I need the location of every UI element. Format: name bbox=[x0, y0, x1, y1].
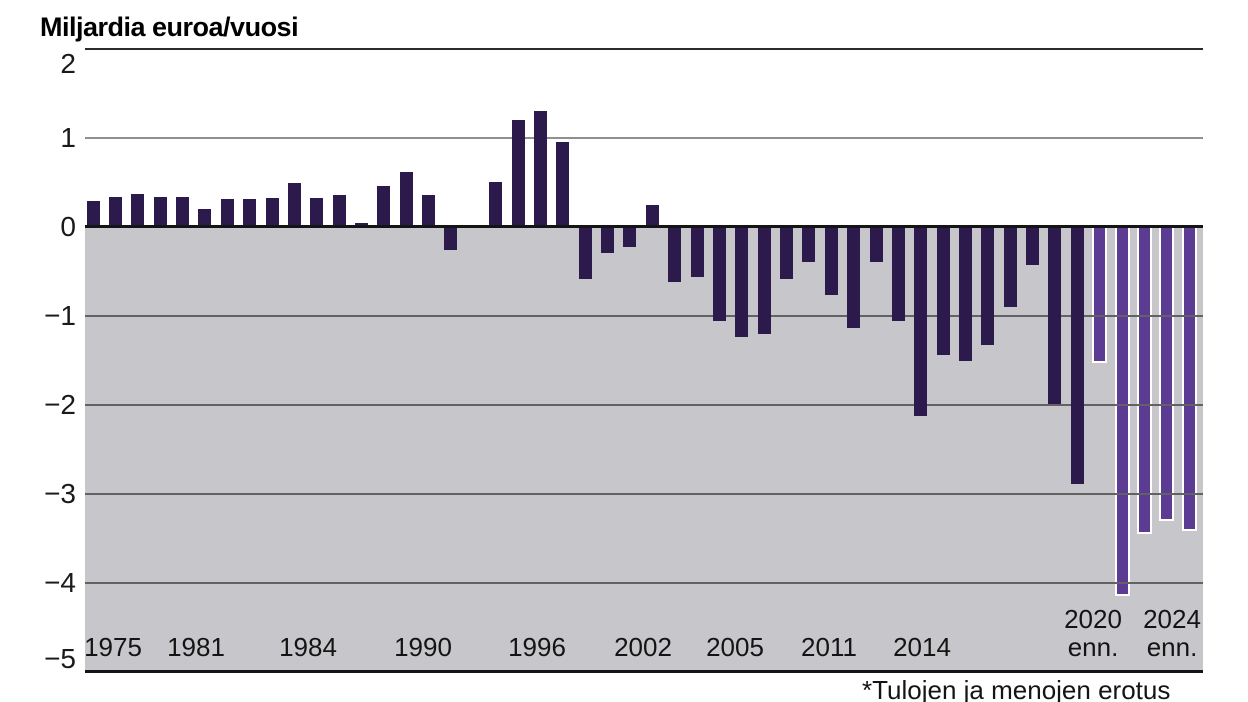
y-tick--3: −3 bbox=[44, 478, 76, 509]
gridline--2 bbox=[85, 404, 1203, 406]
bottom-axis-line bbox=[85, 670, 1203, 673]
bar-1984 bbox=[287, 182, 301, 227]
plot-area bbox=[85, 48, 1203, 673]
bar-2013 bbox=[936, 227, 950, 356]
below-zero-background bbox=[85, 227, 1203, 672]
bar-2020-forecast bbox=[1092, 227, 1108, 364]
y-tick-1: 1 bbox=[60, 122, 76, 153]
bar-1980 bbox=[198, 209, 212, 227]
chart-title: Miljardia euroa/vuosi bbox=[40, 12, 299, 42]
y-tick--2: −2 bbox=[44, 389, 76, 420]
bar-1987 bbox=[354, 222, 368, 228]
bar-1975 bbox=[86, 201, 100, 227]
bar-1976 bbox=[108, 196, 122, 228]
bar-2011 bbox=[891, 227, 905, 322]
bar-2024-forecast bbox=[1181, 227, 1197, 532]
gridline--4 bbox=[85, 582, 1203, 584]
x-label-1990: 1990 bbox=[394, 632, 452, 662]
gridline--3 bbox=[85, 493, 1203, 495]
bar-1983 bbox=[265, 197, 279, 228]
bar-1982 bbox=[243, 199, 257, 227]
bar-1979 bbox=[176, 196, 189, 228]
bar-1978 bbox=[153, 196, 167, 228]
bar-1977 bbox=[131, 194, 145, 227]
bar-2009 bbox=[847, 227, 861, 328]
bar-2000 bbox=[645, 204, 659, 228]
bar-1990 bbox=[422, 194, 436, 227]
bar-2002 bbox=[690, 227, 704, 277]
bar-1995 bbox=[533, 111, 547, 227]
bar-1988 bbox=[377, 186, 391, 227]
zero-axis-line bbox=[85, 225, 1203, 228]
x-label-1975: 1975 bbox=[84, 632, 142, 662]
bar-1998 bbox=[601, 227, 614, 253]
bar-2019 bbox=[1070, 227, 1084, 485]
bar-1981 bbox=[220, 199, 234, 227]
bar-1989 bbox=[399, 171, 413, 227]
bar-1985 bbox=[310, 197, 324, 228]
y-tick-0: 0 bbox=[60, 211, 76, 242]
x-label-2011: 2011 bbox=[801, 632, 857, 662]
y-tick--5: −5 bbox=[44, 643, 76, 674]
x-label-2024: 2024 enn. bbox=[1143, 604, 1201, 662]
top-axis-line bbox=[85, 48, 1203, 50]
bar-2003 bbox=[712, 227, 726, 321]
x-label-2005: 2005 bbox=[706, 632, 764, 662]
bar-2023-forecast bbox=[1159, 227, 1175, 521]
bar-1996 bbox=[556, 141, 570, 227]
gridline--1 bbox=[85, 315, 1203, 317]
y-tick-2: 2 bbox=[60, 48, 76, 79]
bar-2021-forecast bbox=[1114, 227, 1130, 597]
bar-2018 bbox=[1048, 227, 1062, 405]
bar-2012 bbox=[914, 227, 928, 416]
y-tick--4: −4 bbox=[44, 567, 76, 598]
x-label-2020: 2020 enn. bbox=[1064, 604, 1122, 662]
bar-2010 bbox=[869, 227, 883, 262]
bar-2016 bbox=[1003, 227, 1017, 308]
bar-2001 bbox=[668, 227, 682, 283]
bar-1991 bbox=[444, 227, 458, 251]
bar-1994 bbox=[511, 120, 525, 227]
bar-2007 bbox=[802, 227, 816, 262]
bar-1997 bbox=[578, 227, 592, 279]
x-label-1996: 1996 bbox=[508, 632, 566, 662]
bar-1993 bbox=[489, 181, 503, 227]
x-label-1984: 1984 bbox=[279, 632, 337, 662]
bar-1986 bbox=[332, 194, 346, 227]
bar-2017 bbox=[1026, 227, 1039, 266]
bar-1999 bbox=[623, 227, 637, 247]
bar-2008 bbox=[824, 227, 838, 295]
y-tick--1: −1 bbox=[44, 300, 76, 331]
footnote: *Tulojen ja menojen erotus bbox=[862, 675, 1171, 702]
bar-2015 bbox=[981, 227, 995, 345]
bar-2004 bbox=[735, 227, 749, 337]
x-label-2014: 2014 bbox=[893, 632, 951, 662]
bar-2006 bbox=[780, 227, 793, 279]
bar-2014 bbox=[958, 227, 972, 362]
x-label-1981: 1981 bbox=[167, 632, 225, 662]
bar-2022-forecast bbox=[1136, 227, 1152, 535]
bar-2005 bbox=[757, 227, 771, 334]
gridline-1 bbox=[85, 137, 1203, 139]
x-label-2002: 2002 bbox=[614, 632, 672, 662]
